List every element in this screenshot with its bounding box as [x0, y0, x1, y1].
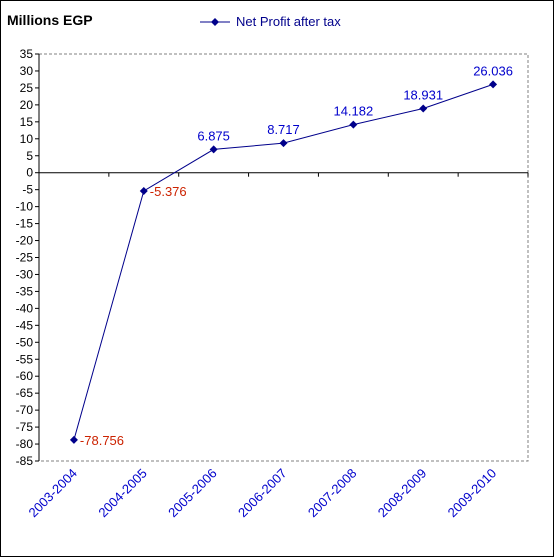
y-tick-label: -25 — [16, 251, 34, 265]
y-tick-label: 15 — [20, 115, 34, 129]
data-point — [139, 186, 148, 195]
x-tick-label: 2008-2009 — [375, 466, 430, 521]
y-tick-label: -75 — [16, 420, 34, 434]
y-tick-label: -85 — [16, 454, 34, 468]
data-point — [279, 139, 288, 148]
y-tick-label: -5 — [22, 183, 33, 197]
legend-series-name: Net Profit after tax — [236, 14, 341, 29]
plot-area-border — [38, 53, 529, 462]
data-point — [69, 435, 78, 444]
y-tick-label: -55 — [16, 352, 34, 366]
x-tick-label: 2003-2004 — [25, 466, 80, 521]
x-tick-label: 2006-2007 — [235, 466, 290, 521]
y-tick-label: -10 — [16, 200, 34, 214]
data-label: 6.875 — [197, 128, 230, 143]
x-tick-label: 2004-2005 — [95, 466, 150, 521]
series-line — [73, 83, 494, 440]
y-tick-label: -60 — [16, 369, 34, 383]
y-tick-label: -45 — [16, 318, 34, 332]
x-tick-label: 2007-2008 — [305, 466, 360, 521]
data-point — [489, 80, 498, 89]
legend: Net Profit after tax — [200, 14, 341, 29]
y-tick-label: 5 — [26, 149, 33, 163]
y-tick-label: 20 — [20, 98, 34, 112]
y-tick-label: 35 — [20, 47, 34, 61]
y-tick-label: 30 — [20, 64, 34, 78]
y-tick-label: -65 — [16, 386, 34, 400]
y-axis-unit-label: Millions EGP — [7, 12, 93, 28]
data-point — [209, 145, 218, 154]
x-tick-label: 2005-2006 — [165, 466, 220, 521]
data-label: 26.036 — [473, 63, 513, 78]
y-tick-label: -70 — [16, 403, 34, 417]
data-label: -5.376 — [150, 184, 187, 199]
legend-marker-icon — [200, 17, 230, 26]
y-tick-label: -30 — [16, 267, 34, 281]
y-tick-label: -20 — [16, 234, 34, 248]
y-tick-label: 0 — [26, 166, 33, 180]
y-tick-label: -15 — [16, 217, 34, 231]
data-label: 8.717 — [267, 122, 300, 137]
y-tick-label: -80 — [16, 437, 34, 451]
data-label: -78.756 — [80, 433, 124, 448]
data-point — [419, 104, 428, 113]
y-tick-label: -40 — [16, 301, 34, 315]
y-tick-label: -35 — [16, 284, 34, 298]
y-tick-label: 10 — [20, 132, 34, 146]
y-tick-label: -50 — [16, 335, 34, 349]
data-point — [349, 120, 358, 129]
data-label: 18.931 — [403, 88, 443, 103]
y-tick-label: 25 — [20, 81, 34, 95]
x-tick-label: 2009-2010 — [445, 466, 500, 521]
data-label: 14.182 — [333, 104, 373, 119]
